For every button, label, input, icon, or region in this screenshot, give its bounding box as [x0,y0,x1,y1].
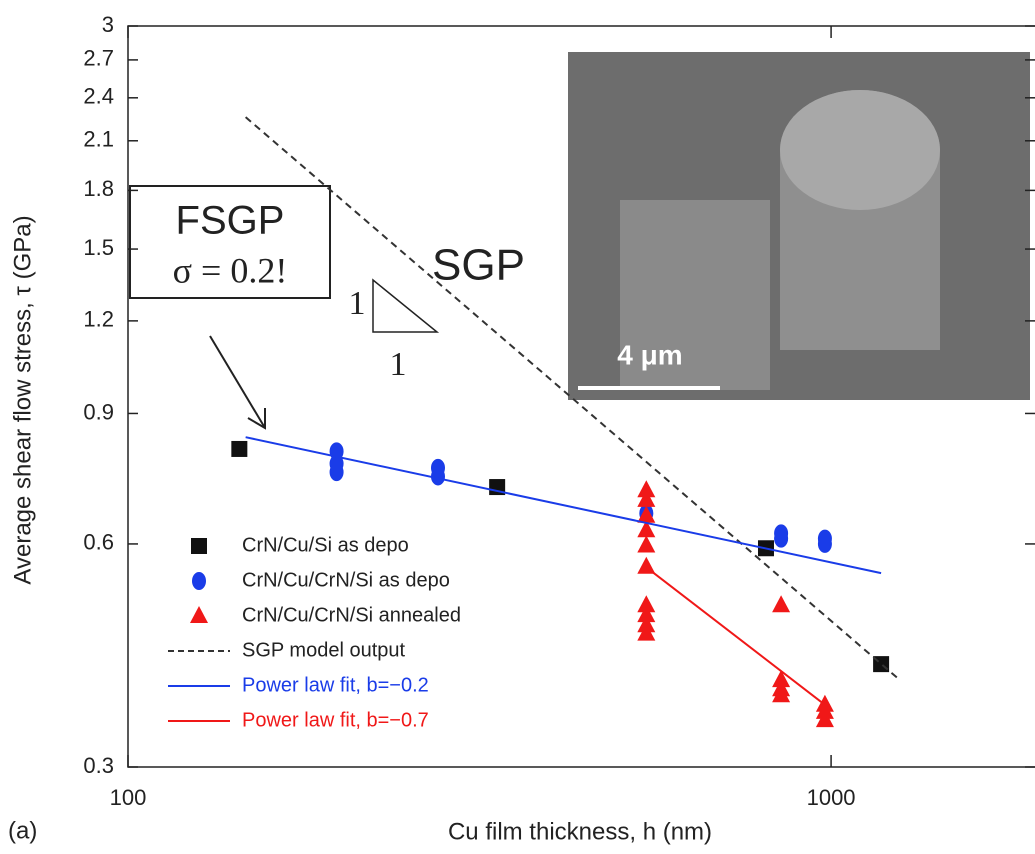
scale-bar-label: 4 μm [617,339,682,370]
y-tick-label: 2.7 [83,46,114,71]
legend-marker [191,538,207,554]
panel-label: (a) [8,817,37,844]
page: {"chart_data": {"type": "scatter", "x_la… [0,0,1035,854]
point [637,536,655,553]
legend-marker [190,606,208,623]
legend-label: CrN/Cu/CrN/Si as depo [242,569,450,591]
y-tick-label: 0.9 [83,399,114,424]
y-tick-label: 3 [102,12,114,37]
point [330,463,344,481]
slope-run: 1 [390,346,407,383]
y-tick-label: 1.8 [83,176,114,201]
y-tick-label: 0.6 [83,530,114,555]
inset-pillar-top [780,90,940,210]
legend-label: Power law fit, b=−0.2 [242,674,429,696]
point [818,535,832,553]
y-tick-label: 1.2 [83,307,114,332]
legend-marker [192,572,206,590]
x-tick-label: 1000 [807,785,856,810]
y-tick-label: 2.4 [83,84,114,109]
x-axis-label: Cu film thickness, h (nm) [448,818,712,845]
point [231,441,247,457]
annotation-formula: σ = 0.2! [173,250,288,290]
chart: 4 μm FSGP σ = 0.2! SGP 1 1 Average shear… [0,0,1035,854]
fit-line [646,567,825,704]
y-tick-label: 1.5 [83,235,114,260]
point [774,530,788,548]
annotation-model: SGP [432,241,525,290]
slope-rise: 1 [349,285,366,322]
legend-label: SGP model output [242,639,406,661]
point [772,595,790,612]
y-tick-label: 0.3 [83,753,114,778]
x-tick-label: 100 [110,785,147,810]
legend-label: CrN/Cu/CrN/Si annealed [242,604,461,626]
slope-triangle [373,280,437,332]
legend-label: Power law fit, b=−0.7 [242,709,429,731]
annotation-arrow [210,336,265,428]
y-axis-label: Average shear flow stress, τ (GPa) [9,215,36,584]
y-tick-label: 2.1 [83,127,114,152]
annotation-title: FSGP [176,199,285,243]
legend-label: CrN/Cu/Si as depo [242,534,409,556]
